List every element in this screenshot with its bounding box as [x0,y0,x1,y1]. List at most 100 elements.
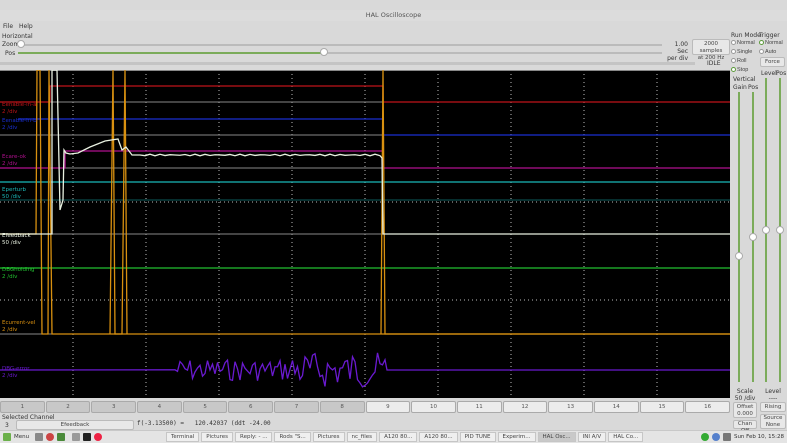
terminal-icon[interactable] [83,433,92,441]
gain-slider-knob[interactable] [735,252,743,260]
channel-label-6: DBGholding 2 /div [2,267,35,280]
progress-bar [0,62,695,65]
taskbar-task[interactable]: A120 80... [419,432,458,442]
color-icon[interactable] [46,433,55,441]
channel-button-5[interactable]: 5 [182,401,228,413]
channel-button-2[interactable]: 2 [45,401,91,413]
selected-channel-label: Selected Channel [2,414,55,421]
samples-button[interactable]: 2000 samples at 200 Hz [692,39,730,61]
printer-icon[interactable] [72,433,81,441]
scale-readout: Scale 50 /div [734,388,756,402]
menu-file[interactable]: File [3,23,14,30]
run-mode-label: Run Mode [731,32,761,39]
clock[interactable]: Sun Feb 10, 15:28 [733,434,784,440]
vpos-label: Pos [748,84,759,91]
run-mode-single[interactable]: Single [731,49,752,55]
taskbar-task[interactable]: HAL Co... [608,432,644,442]
channel-button-16[interactable]: 16 [685,401,730,413]
selected-channel-button[interactable]: Efeedback [16,420,134,430]
selected-channel-number: 3 [5,422,9,429]
network-icon[interactable] [711,433,720,441]
taskbar-task[interactable]: Pictures [312,432,345,442]
pos-slider[interactable] [18,52,662,54]
gain-slider[interactable] [738,92,740,382]
chan-off-button[interactable]: Chan Off [733,420,757,434]
zoom-label: Zoom [2,41,20,48]
files-icon[interactable] [57,433,66,441]
trigger-level-knob[interactable] [762,226,770,234]
channel-button-1[interactable]: 1 [0,401,45,413]
trace-enable-in-a [0,85,730,103]
trigger-pos-knob[interactable] [776,226,784,234]
channel-button-7[interactable]: 7 [274,401,319,413]
channel-label-5: Efeedback 50 /div [2,233,31,246]
chrome-icon[interactable] [94,433,103,441]
status-text: IDLE [707,60,721,67]
trace-current-vel-2 [109,69,128,335]
channel-button-12[interactable]: 12 [502,401,548,413]
vpos-slider-knob[interactable] [749,233,757,241]
trigger-edge-button[interactable]: Rising [760,402,786,412]
channel-button-10[interactable]: 10 [411,401,456,413]
menu-help[interactable]: Help [19,23,33,30]
trace-current-vel-3 [380,69,730,335]
channel-label-1: Eenable-in-a 2 /div [2,102,37,115]
taskbar-task[interactable]: nc_files [346,432,378,442]
channel-button-3[interactable]: 3 [91,401,137,413]
trigger-source-button[interactable]: Source None [760,414,786,429]
taskbar-task[interactable]: INI A/V [577,432,607,442]
taskbar-task[interactable]: A120 80... [379,432,418,442]
channel-label-7: Ecurrent-vel 2 /div [2,320,36,333]
tools-icon[interactable] [35,433,44,441]
taskbar: Menu Terminal Pictures Reply: - ... Rods "S… [0,430,787,443]
force-button[interactable]: Force [760,57,785,67]
taskbar-launchers: Menu [3,433,166,441]
trigger-normal[interactable]: Normal [759,40,783,46]
taskbar-task[interactable]: Rods "S... [274,432,311,442]
channel-button-4[interactable]: 4 [137,401,182,413]
menu-icon[interactable] [3,433,11,441]
channel-button-6[interactable]: 6 [228,401,274,413]
taskbar-task[interactable]: HAL Osc... [537,432,576,442]
trace-feedback [0,69,730,235]
window-titlebar: HAL Oscilloscope [0,10,787,21]
scope-display[interactable]: Eenable-in-a 2 /div Eenable-in-b 2 /div Ecar… [0,69,730,398]
channel-buttons: 1 2 3 4 5 6 7 8 9 10 11 12 13 14 15 16 [0,401,730,413]
trace-current-vel [0,69,730,335]
window-title: HAL Oscilloscope [365,11,422,19]
taskbar-task[interactable]: Terminal [166,432,200,442]
time-per-div: 1.00 Sec per div [667,41,688,62]
horizontal-label: Horizontal [2,33,33,40]
taskbar-task[interactable]: Experim... [497,432,536,442]
run-mode-roll[interactable]: Roll [731,58,746,64]
trace-care-ok [0,150,730,169]
vertical-label: Vertical [733,76,756,83]
channel-button-13[interactable]: 13 [548,401,593,413]
system-tray: Sun Feb 10, 15:28 [700,433,784,441]
channel-button-14[interactable]: 14 [593,401,639,413]
zoom-slider[interactable] [20,44,662,46]
zoom-slider-knob[interactable] [17,40,25,48]
pos-slider-knob[interactable] [320,48,328,56]
taskbar-task[interactable]: Pictures [201,432,234,442]
channel-button-11[interactable]: 11 [456,401,502,413]
channel-button-8[interactable]: 8 [319,401,365,413]
pos-slider-fill [18,52,324,54]
gain-label: Gain [733,84,747,91]
channel-label-4: Eperturb 50 /div [2,187,27,200]
taskbar-task[interactable]: PID TUNE [459,432,496,442]
tray-app-icon[interactable] [700,433,709,441]
run-mode-stop[interactable]: Stop [731,67,748,73]
channel-button-9[interactable]: 9 [365,401,411,413]
scope-traces [0,69,730,398]
pos-label: Pos [5,50,16,57]
value-readout: f(-3.13500) = 120.42037 (ddt -24.00 [137,420,271,427]
channel-button-15[interactable]: 15 [639,401,685,413]
volume-icon[interactable] [722,433,731,441]
trace-dbg-error [0,352,730,388]
menu-button[interactable]: Menu [14,434,30,440]
run-mode-normal[interactable]: Normal [731,40,755,46]
offset-button[interactable]: Offset 0.000 [733,402,757,418]
taskbar-task[interactable]: Reply: - ... [235,432,273,442]
trigger-auto[interactable]: Auto [759,49,776,55]
